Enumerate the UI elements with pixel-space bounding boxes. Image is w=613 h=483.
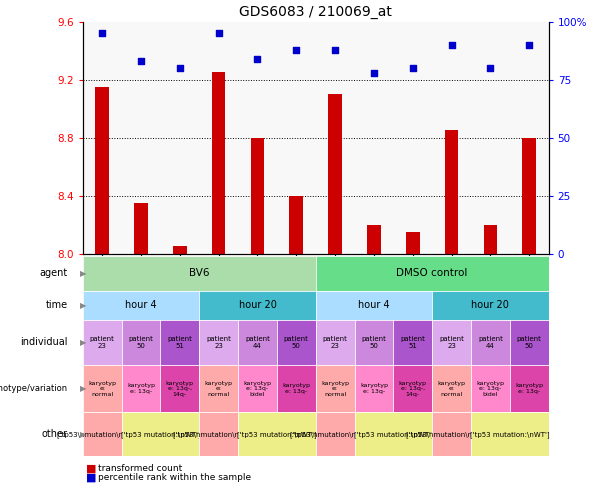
Text: karyotyp
e: 13q-,
14q-: karyotyp e: 13q-, 14q- <box>398 381 427 397</box>
Text: karyotyp
e: 13q-,
14q-: karyotyp e: 13q-, 14q- <box>166 381 194 397</box>
Text: patient
50: patient 50 <box>362 336 386 349</box>
Text: patient
23: patient 23 <box>89 336 115 349</box>
Text: DMSO control: DMSO control <box>397 269 468 278</box>
Text: ■: ■ <box>86 464 96 473</box>
Text: ['tp53\nmutation\n: MUT']: ['tp53\nmutation\n: MUT'] <box>173 431 264 438</box>
Text: patient
50: patient 50 <box>284 336 309 349</box>
Text: time: time <box>45 300 67 310</box>
Bar <box>522 138 536 254</box>
Bar <box>96 87 109 254</box>
Text: karyotyp
e: 13q-: karyotyp e: 13q- <box>282 384 310 394</box>
Text: ['tp53 mutation:\nWT']: ['tp53 mutation:\nWT'] <box>121 431 200 438</box>
Text: agent: agent <box>39 269 67 278</box>
Bar <box>251 138 264 254</box>
Text: ▶: ▶ <box>80 301 86 310</box>
Text: patient
50: patient 50 <box>517 336 542 349</box>
Text: patient
51: patient 51 <box>400 336 425 349</box>
Text: patient
44: patient 44 <box>245 336 270 349</box>
Text: BV6: BV6 <box>189 269 210 278</box>
Point <box>175 64 185 72</box>
Text: karyotyp
e: 13q-
bidel: karyotyp e: 13q- bidel <box>476 381 504 397</box>
Text: other: other <box>42 429 67 439</box>
Point <box>369 69 379 77</box>
Bar <box>212 72 226 254</box>
Bar <box>329 94 342 254</box>
Text: ▶: ▶ <box>80 269 86 278</box>
Point <box>408 64 417 72</box>
Bar <box>445 130 459 254</box>
Text: ['tp53 mutation:\nWT']: ['tp53 mutation:\nWT'] <box>354 431 433 438</box>
Text: genotype/variation: genotype/variation <box>0 384 67 393</box>
Point <box>136 57 146 65</box>
Text: ■: ■ <box>86 472 96 482</box>
Point <box>291 46 301 54</box>
Text: ['tp53\nmutation\n: MUT']: ['tp53\nmutation\n: MUT'] <box>406 431 497 438</box>
Point <box>253 55 262 63</box>
Text: karyotyp
e:
normal: karyotyp e: normal <box>205 381 233 397</box>
Text: individual: individual <box>20 338 67 347</box>
Text: hour 20: hour 20 <box>238 300 276 310</box>
Point <box>524 41 534 49</box>
Text: patient
23: patient 23 <box>439 336 464 349</box>
Text: ▶: ▶ <box>80 384 86 393</box>
Text: ['tp53 mutation:\nWT']: ['tp53 mutation:\nWT'] <box>237 431 317 438</box>
Text: karyotyp
e: 13q-: karyotyp e: 13q- <box>515 384 543 394</box>
Bar <box>134 203 148 254</box>
Text: transformed count: transformed count <box>98 464 182 473</box>
Text: karyotyp
e:
normal: karyotyp e: normal <box>321 381 349 397</box>
Text: hour 20: hour 20 <box>471 300 509 310</box>
Text: patient
23: patient 23 <box>206 336 231 349</box>
Text: karyotyp
e: 13q-: karyotyp e: 13q- <box>127 384 155 394</box>
Point <box>214 29 224 37</box>
Text: ▶: ▶ <box>80 338 86 347</box>
Point <box>485 64 495 72</box>
Text: patient
23: patient 23 <box>322 336 348 349</box>
Bar <box>173 246 186 254</box>
Text: karyotyp
e: 13q-: karyotyp e: 13q- <box>360 384 388 394</box>
Bar <box>406 232 419 254</box>
Text: hour 4: hour 4 <box>358 300 390 310</box>
Text: karyotyp
e:
normal: karyotyp e: normal <box>438 381 466 397</box>
Text: patient
50: patient 50 <box>129 336 153 349</box>
Text: karyotyp
e:
normal: karyotyp e: normal <box>88 381 116 397</box>
Bar <box>289 196 303 254</box>
Text: karyotyp
e: 13q-
bidel: karyotyp e: 13q- bidel <box>243 381 272 397</box>
Text: hour 4: hour 4 <box>125 300 157 310</box>
Text: patient
51: patient 51 <box>167 336 192 349</box>
Bar <box>367 225 381 254</box>
Text: ['tp53 mutation:\nWT']: ['tp53 mutation:\nWT'] <box>470 431 550 438</box>
Title: GDS6083 / 210069_at: GDS6083 / 210069_at <box>239 5 392 19</box>
Text: ▶: ▶ <box>80 430 86 439</box>
Text: ['tp53\nmutation\n: MUT']: ['tp53\nmutation\n: MUT'] <box>57 431 148 438</box>
Text: patient
44: patient 44 <box>478 336 503 349</box>
Point <box>447 41 457 49</box>
Text: ['tp53\nmutation\n: MUT']: ['tp53\nmutation\n: MUT'] <box>290 431 381 438</box>
Point <box>97 29 107 37</box>
Point <box>330 46 340 54</box>
Text: percentile rank within the sample: percentile rank within the sample <box>98 473 251 482</box>
Bar <box>484 225 497 254</box>
